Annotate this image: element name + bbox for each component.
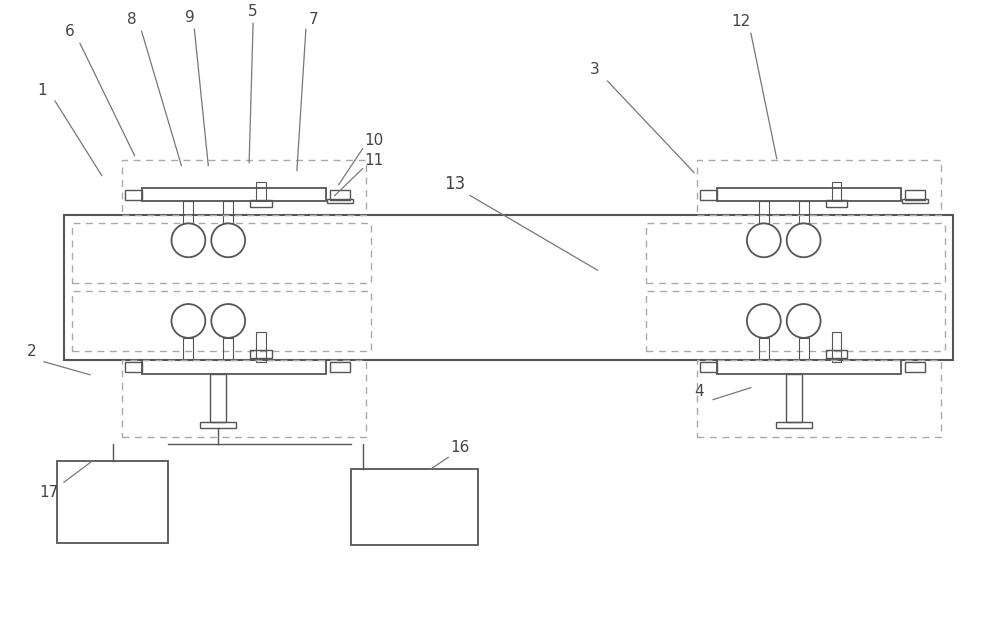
Bar (646, 291, 945, 351)
Bar (256, 182, 266, 201)
Bar (759, 201, 769, 223)
Text: 8: 8 (127, 12, 136, 27)
Bar (250, 199, 272, 208)
Bar (125, 362, 142, 372)
Bar (799, 338, 809, 360)
Circle shape (747, 223, 781, 258)
Text: 1: 1 (37, 84, 47, 99)
Bar (223, 338, 233, 360)
Bar (832, 182, 841, 201)
Text: 17: 17 (39, 485, 59, 500)
Bar (832, 332, 841, 362)
Bar (64, 216, 953, 360)
Text: 10: 10 (364, 133, 383, 148)
Bar (200, 421, 236, 429)
Bar (905, 362, 925, 372)
Bar (905, 189, 925, 199)
Bar (799, 201, 809, 223)
Text: 6: 6 (65, 24, 75, 39)
Circle shape (171, 304, 205, 338)
Bar (697, 159, 941, 216)
Bar (183, 201, 193, 223)
Circle shape (211, 304, 245, 338)
Bar (223, 201, 233, 223)
Text: 13: 13 (445, 174, 466, 192)
Bar (72, 223, 371, 283)
Circle shape (787, 304, 821, 338)
Text: 12: 12 (731, 14, 751, 29)
Bar (142, 188, 326, 201)
Bar (717, 360, 901, 374)
Bar (250, 350, 272, 358)
Bar (700, 362, 717, 372)
Bar (776, 421, 812, 429)
Bar (646, 223, 945, 283)
Text: 9: 9 (185, 10, 194, 25)
Bar (697, 360, 941, 438)
Bar (72, 291, 371, 351)
Bar (183, 338, 193, 360)
Text: 2: 2 (27, 344, 37, 359)
Circle shape (747, 304, 781, 338)
Bar (826, 350, 847, 358)
Text: 7: 7 (309, 12, 319, 27)
Bar (57, 461, 168, 543)
Text: 11: 11 (364, 153, 383, 168)
Bar (902, 199, 928, 204)
Bar (351, 469, 478, 545)
Text: 5: 5 (248, 4, 258, 19)
Bar (330, 362, 350, 372)
Bar (759, 338, 769, 360)
Circle shape (171, 223, 205, 258)
Text: 16: 16 (450, 440, 470, 455)
Bar (142, 360, 326, 374)
Bar (330, 189, 350, 199)
Bar (717, 188, 901, 201)
Bar (826, 199, 847, 208)
Bar (122, 360, 366, 438)
Text: 4: 4 (694, 384, 704, 399)
Bar (125, 189, 142, 199)
Bar (256, 332, 266, 362)
Bar (327, 199, 353, 204)
Text: 3: 3 (590, 62, 599, 77)
Circle shape (787, 223, 821, 258)
Bar (210, 374, 226, 421)
Bar (786, 374, 802, 421)
Bar (700, 189, 717, 199)
Circle shape (211, 223, 245, 258)
Bar (122, 159, 366, 216)
